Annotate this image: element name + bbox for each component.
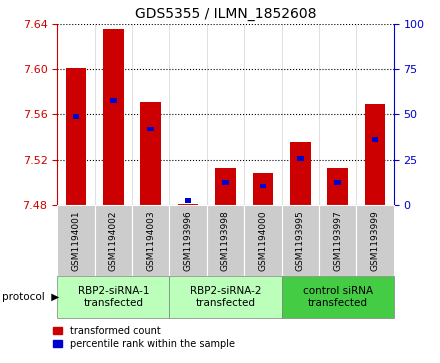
- Text: protocol  ▶: protocol ▶: [2, 292, 59, 302]
- Bar: [334, 180, 341, 185]
- Bar: [372, 137, 378, 142]
- Text: GSM1194000: GSM1194000: [258, 210, 268, 271]
- Bar: [365, 104, 385, 205]
- Bar: [178, 204, 198, 205]
- Text: RBP2-siRNA-2
transfected: RBP2-siRNA-2 transfected: [190, 286, 261, 307]
- Text: GSM1193998: GSM1193998: [221, 210, 230, 271]
- Bar: [215, 168, 236, 205]
- Text: RBP2-siRNA-1
transfected: RBP2-siRNA-1 transfected: [77, 286, 149, 307]
- Text: GSM1193997: GSM1193997: [333, 210, 342, 271]
- Bar: [253, 173, 273, 205]
- Bar: [185, 198, 191, 203]
- Bar: [222, 180, 229, 185]
- Bar: [147, 127, 154, 131]
- Legend: transformed count, percentile rank within the sample: transformed count, percentile rank withi…: [53, 326, 235, 349]
- Bar: [260, 184, 266, 188]
- Bar: [73, 114, 79, 119]
- Bar: [66, 68, 86, 205]
- Bar: [110, 98, 117, 103]
- Bar: [103, 29, 124, 205]
- Text: GSM1194002: GSM1194002: [109, 210, 118, 271]
- Text: control siRNA
transfected: control siRNA transfected: [303, 286, 373, 307]
- Bar: [140, 102, 161, 205]
- Text: GSM1193995: GSM1193995: [296, 210, 305, 271]
- Text: GSM1194003: GSM1194003: [146, 210, 155, 271]
- Text: GSM1193999: GSM1193999: [370, 210, 380, 271]
- Text: GSM1194001: GSM1194001: [71, 210, 81, 271]
- Bar: [327, 168, 348, 205]
- Text: GSM1193996: GSM1193996: [183, 210, 193, 271]
- Bar: [290, 142, 311, 205]
- Bar: [297, 156, 304, 161]
- Title: GDS5355 / ILMN_1852608: GDS5355 / ILMN_1852608: [135, 7, 316, 21]
